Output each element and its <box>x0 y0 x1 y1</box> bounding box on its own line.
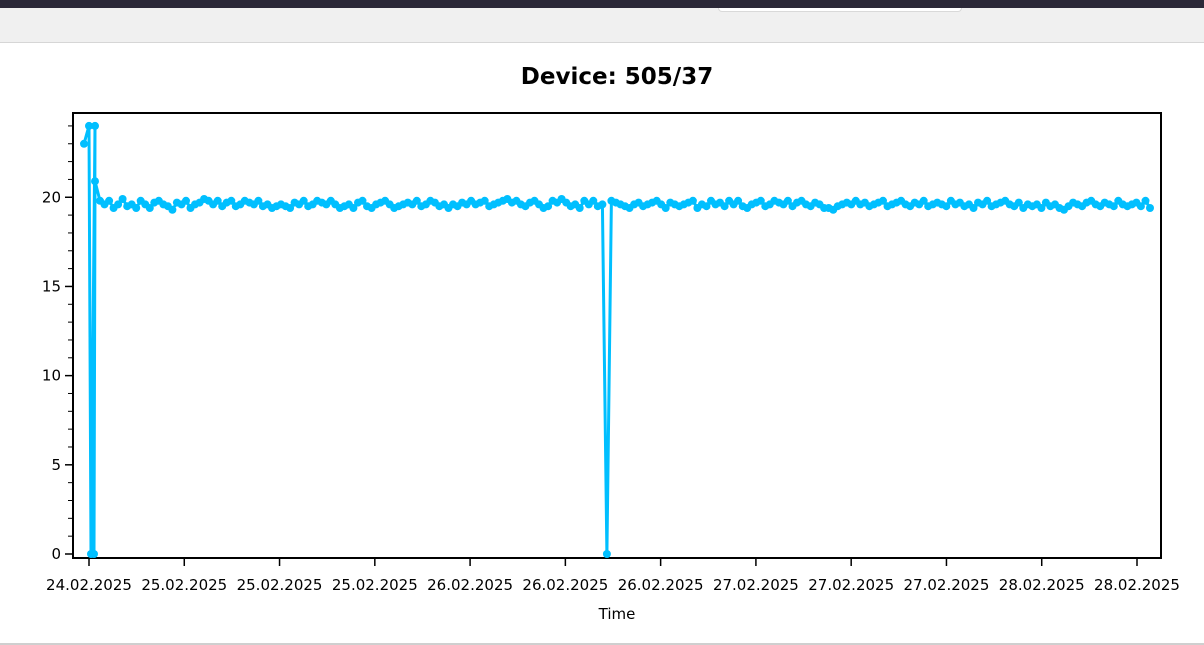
plot-frame <box>72 112 1162 559</box>
data-point <box>544 202 553 211</box>
data-point <box>942 202 951 211</box>
data-point <box>589 196 598 205</box>
data-point <box>879 196 887 205</box>
data-point <box>702 202 711 211</box>
data-point <box>286 204 295 212</box>
y-tick-label: 15 <box>42 277 61 295</box>
data-point <box>688 196 697 205</box>
x-tick-label: 28.02.2025 <box>1094 576 1180 594</box>
data-point <box>90 550 98 558</box>
chart-title: Device: 505/37 <box>521 64 713 90</box>
x-tick-label: 28.02.2025 <box>999 576 1085 594</box>
x-axis-label: Time <box>598 605 636 623</box>
x-tick-label: 27.02.2025 <box>904 576 990 594</box>
x-tick-label: 26.02.2025 <box>522 576 608 594</box>
y-tick-label: 10 <box>42 367 61 385</box>
browser-toolbar <box>0 8 1204 43</box>
data-point <box>661 204 670 212</box>
x-tick-label: 27.02.2025 <box>713 576 799 594</box>
data-point <box>213 196 222 205</box>
data-point <box>756 196 765 205</box>
data-point <box>575 204 584 212</box>
data-point <box>983 196 992 205</box>
data-point <box>299 196 308 205</box>
data-point <box>132 204 141 212</box>
data-point <box>602 550 611 558</box>
data-point <box>168 205 177 214</box>
data-point <box>919 196 928 205</box>
data-point <box>349 204 358 212</box>
data-point <box>80 139 88 148</box>
x-tick-label: 25.02.2025 <box>141 576 227 594</box>
data-point <box>91 177 99 186</box>
data-point <box>118 195 127 203</box>
data-point <box>182 196 190 205</box>
browser-title-bar <box>0 0 1204 8</box>
data-point <box>969 204 978 212</box>
x-tick-label: 27.02.2025 <box>808 576 894 594</box>
y-tick-label: 0 <box>51 545 61 563</box>
data-point <box>412 196 421 205</box>
address-bar[interactable] <box>718 8 962 12</box>
data-point <box>1146 204 1154 212</box>
data-point <box>720 202 729 211</box>
data-point <box>1037 204 1046 212</box>
x-tick-label: 24.02.2025 <box>46 576 132 594</box>
series-layer <box>80 121 1154 558</box>
y-tick-label: 5 <box>51 456 61 474</box>
data-point <box>1109 202 1118 211</box>
data-point <box>358 196 367 205</box>
data-point <box>734 196 743 205</box>
y-axis: 0 5 10 15 20 <box>42 125 73 563</box>
data-point <box>114 200 123 209</box>
x-tick-label: 25.02.2025 <box>237 576 323 594</box>
y-tick-label: 20 <box>42 188 61 206</box>
data-point <box>227 196 236 205</box>
window-bottom-border <box>0 643 1204 645</box>
data-point <box>480 196 489 205</box>
data-point <box>1141 196 1150 205</box>
data-point <box>254 196 263 205</box>
data-point <box>598 200 607 209</box>
x-tick-label: 26.02.2025 <box>427 576 513 594</box>
data-point <box>1014 198 1023 207</box>
data-point <box>145 204 154 212</box>
x-axis: 24.02.2025 25.02.2025 25.02.2025 25.02.2025… <box>46 558 1180 594</box>
x-tick-label: 25.02.2025 <box>332 576 418 594</box>
x-tick-label: 26.02.2025 <box>618 576 704 594</box>
data-point <box>783 196 792 205</box>
data-point <box>105 196 114 205</box>
data-point <box>1136 202 1145 211</box>
data-point <box>91 121 99 130</box>
line-chart: Device: 505/37 0 5 10 15 20 24.02.2025 25.02.… <box>42 64 1180 623</box>
data-point <box>85 121 93 130</box>
